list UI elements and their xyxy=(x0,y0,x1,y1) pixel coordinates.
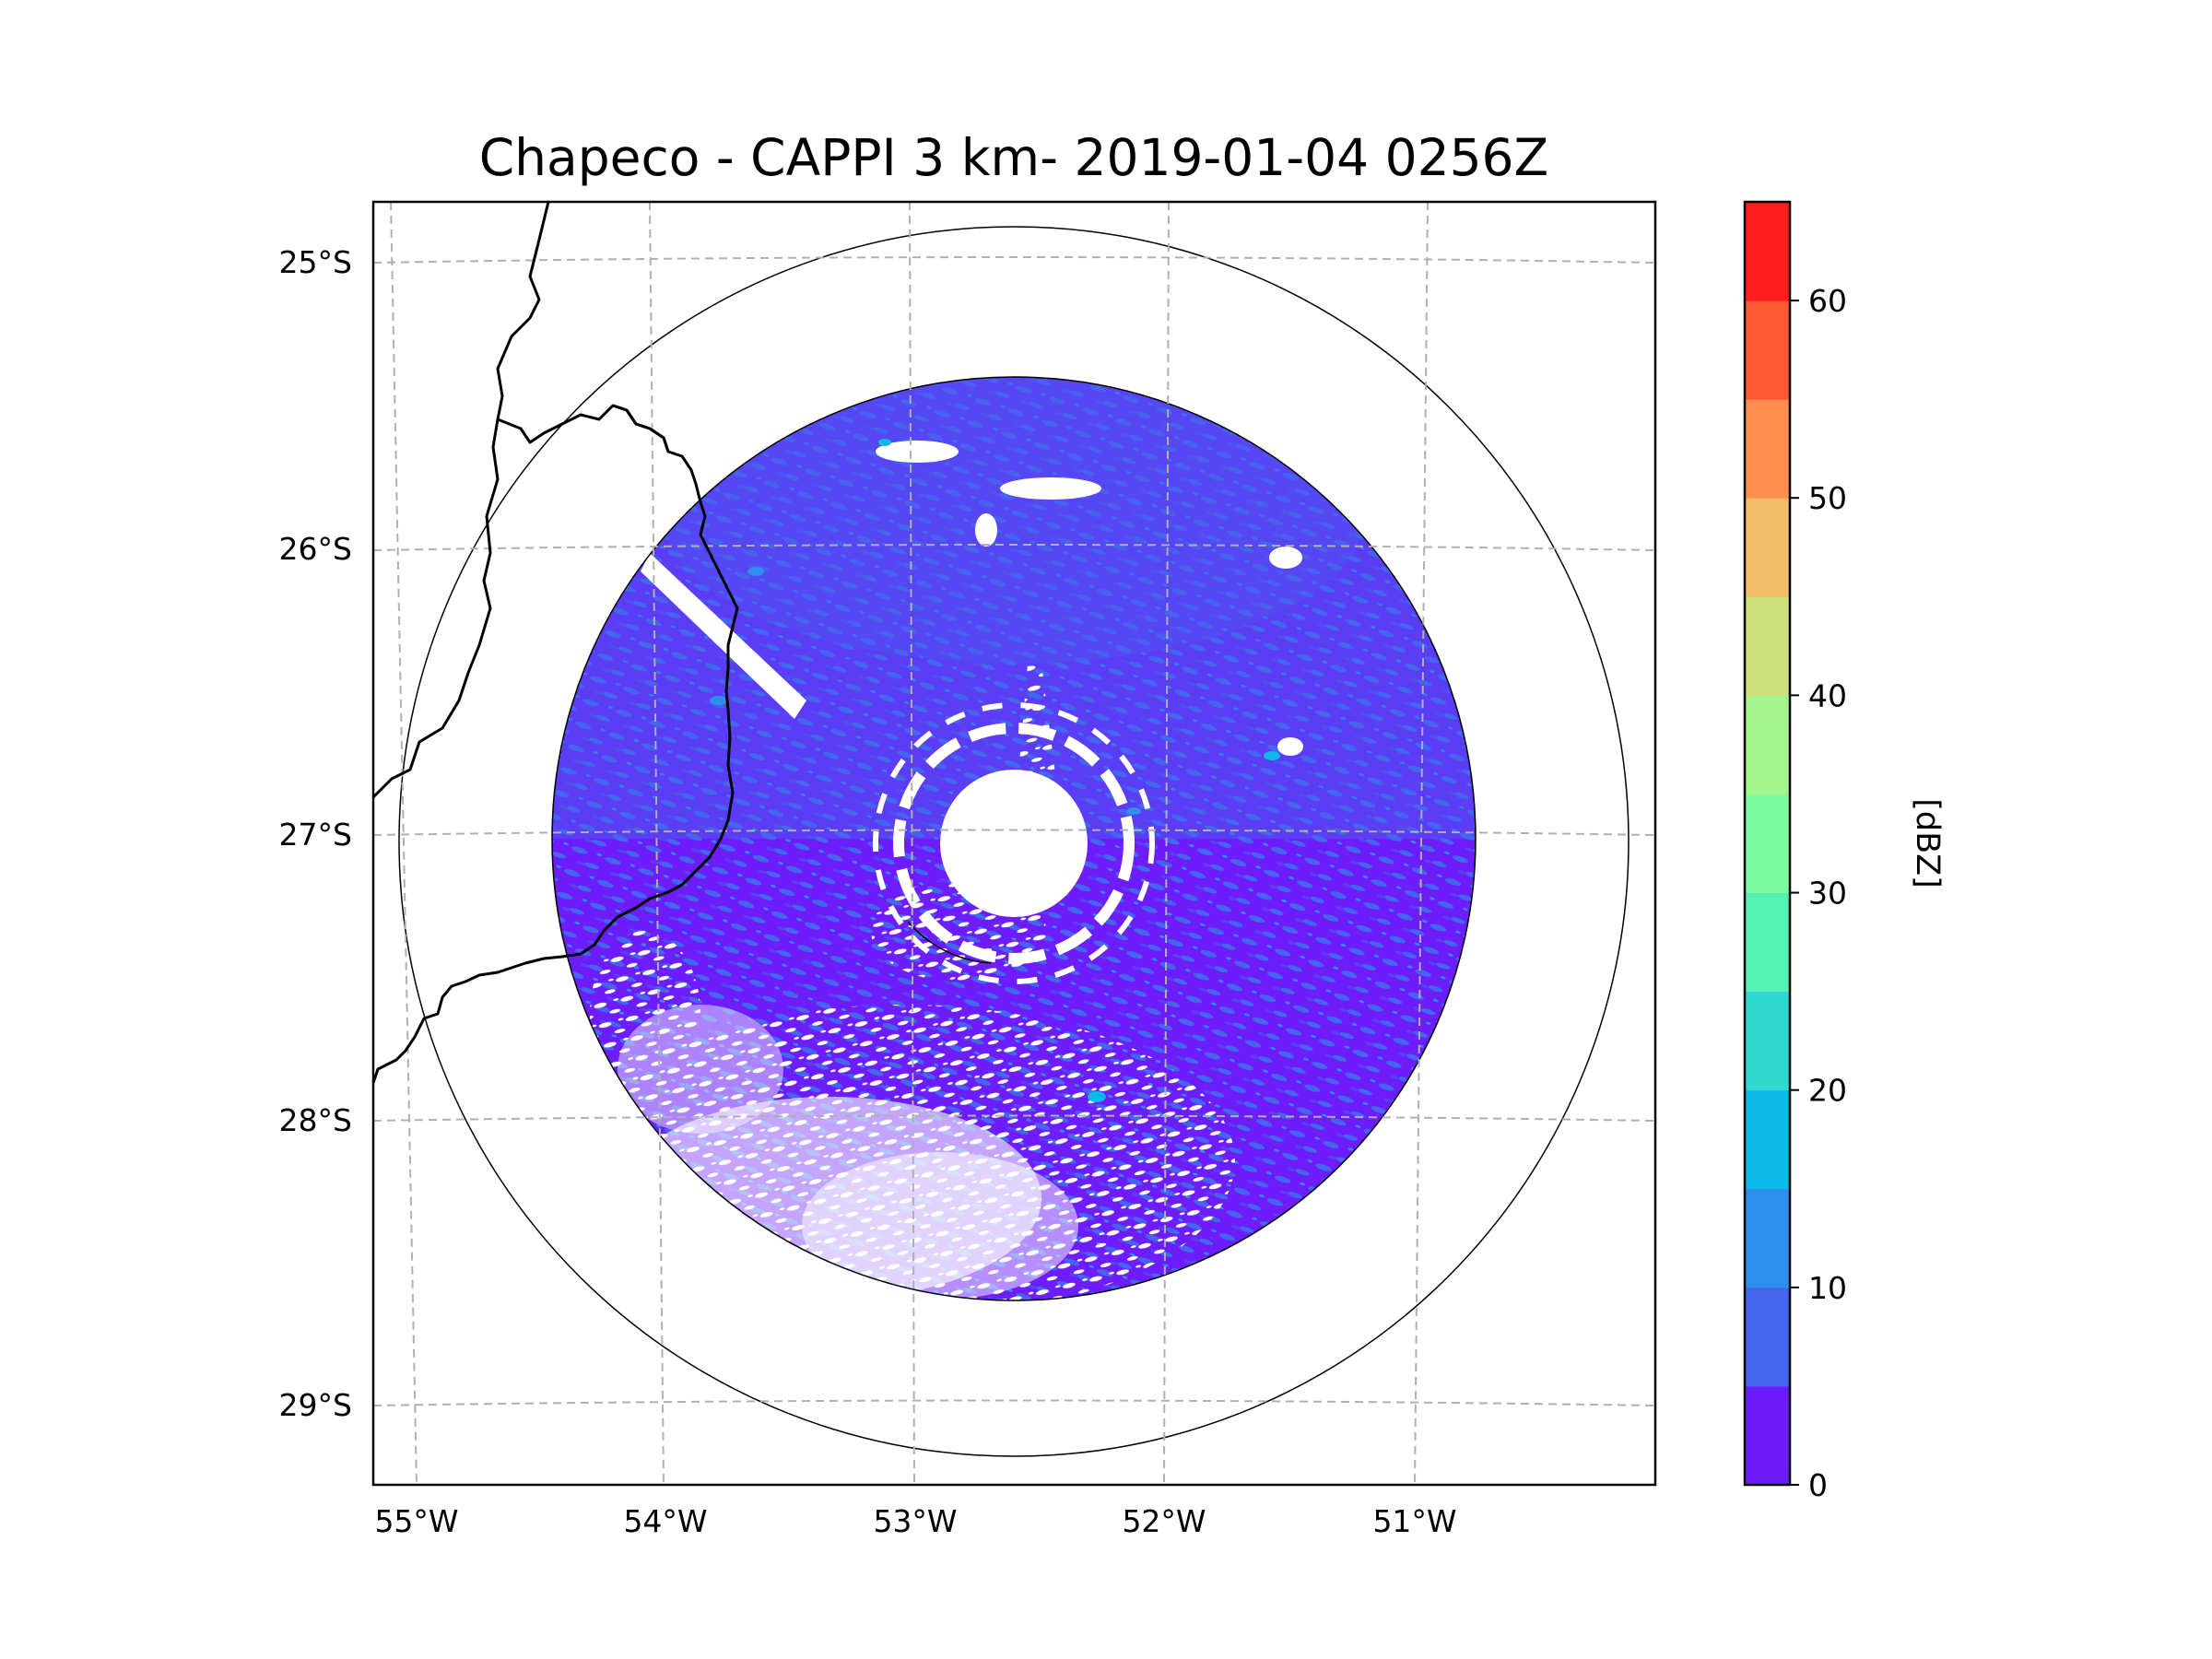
colorbar-segment xyxy=(1745,300,1790,400)
colorbar-tick-label: 0 xyxy=(1808,1467,1828,1503)
x-axis-labels: 55°W 54°W 53°W 52°W 51°W xyxy=(374,1503,1456,1539)
y-tick-label: 26°S xyxy=(279,531,352,567)
colorbar: 0 10 20 30 40 50 60 xyxy=(1743,200,1847,1503)
colorbar-segment xyxy=(1745,1188,1790,1288)
map-area xyxy=(373,202,1655,1485)
y-tick-label: 28°S xyxy=(279,1102,352,1138)
colorbar-tick-label: 50 xyxy=(1808,480,1847,516)
colorbar-segment xyxy=(1745,1287,1790,1387)
x-tick-label: 52°W xyxy=(1122,1503,1206,1539)
colorbar-segment xyxy=(1745,991,1790,1091)
chart-title: Chapeco - CAPPI 3 km- 2019-01-04 0256Z xyxy=(479,128,1548,187)
colorbar-segment xyxy=(1745,1385,1790,1486)
y-tick-label: 27°S xyxy=(279,817,352,853)
colorbar-segment xyxy=(1745,695,1790,794)
colorbar-segment xyxy=(1745,596,1790,696)
colorbar-segment xyxy=(1745,1089,1790,1190)
colorbar-tick-label: 20 xyxy=(1808,1073,1847,1109)
colorbar-tick-label: 60 xyxy=(1808,283,1847,319)
colorbar-frame xyxy=(1743,200,1792,1487)
map-frame xyxy=(371,200,1657,1487)
x-tick-label: 55°W xyxy=(374,1503,458,1539)
colorbar-tick-label: 30 xyxy=(1808,876,1847,912)
y-tick-label: 29°S xyxy=(279,1387,352,1423)
borders xyxy=(373,202,739,1084)
x-tick-label: 54°W xyxy=(623,1503,707,1539)
colorbar-label: [dBZ] xyxy=(1909,798,1946,888)
x-tick-label: 53°W xyxy=(873,1503,957,1539)
y-axis-labels: 25°S 26°S 27°S 28°S 29°S xyxy=(279,244,352,1423)
colorbar-tick-label: 40 xyxy=(1808,677,1847,713)
y-tick-label: 25°S xyxy=(279,244,352,280)
colorbar-segment xyxy=(1745,498,1790,597)
colorbar-tick-label: 10 xyxy=(1808,1270,1847,1306)
colorbar-segment xyxy=(1745,202,1790,301)
graticule xyxy=(373,202,1655,1485)
colorbar-segment xyxy=(1745,892,1790,993)
colorbar-segment xyxy=(1745,794,1790,894)
range-ring-outer xyxy=(398,226,1630,1457)
colorbar-segment xyxy=(1745,399,1790,499)
x-tick-label: 51°W xyxy=(1372,1503,1456,1539)
range-ring-inner xyxy=(551,376,1477,1301)
